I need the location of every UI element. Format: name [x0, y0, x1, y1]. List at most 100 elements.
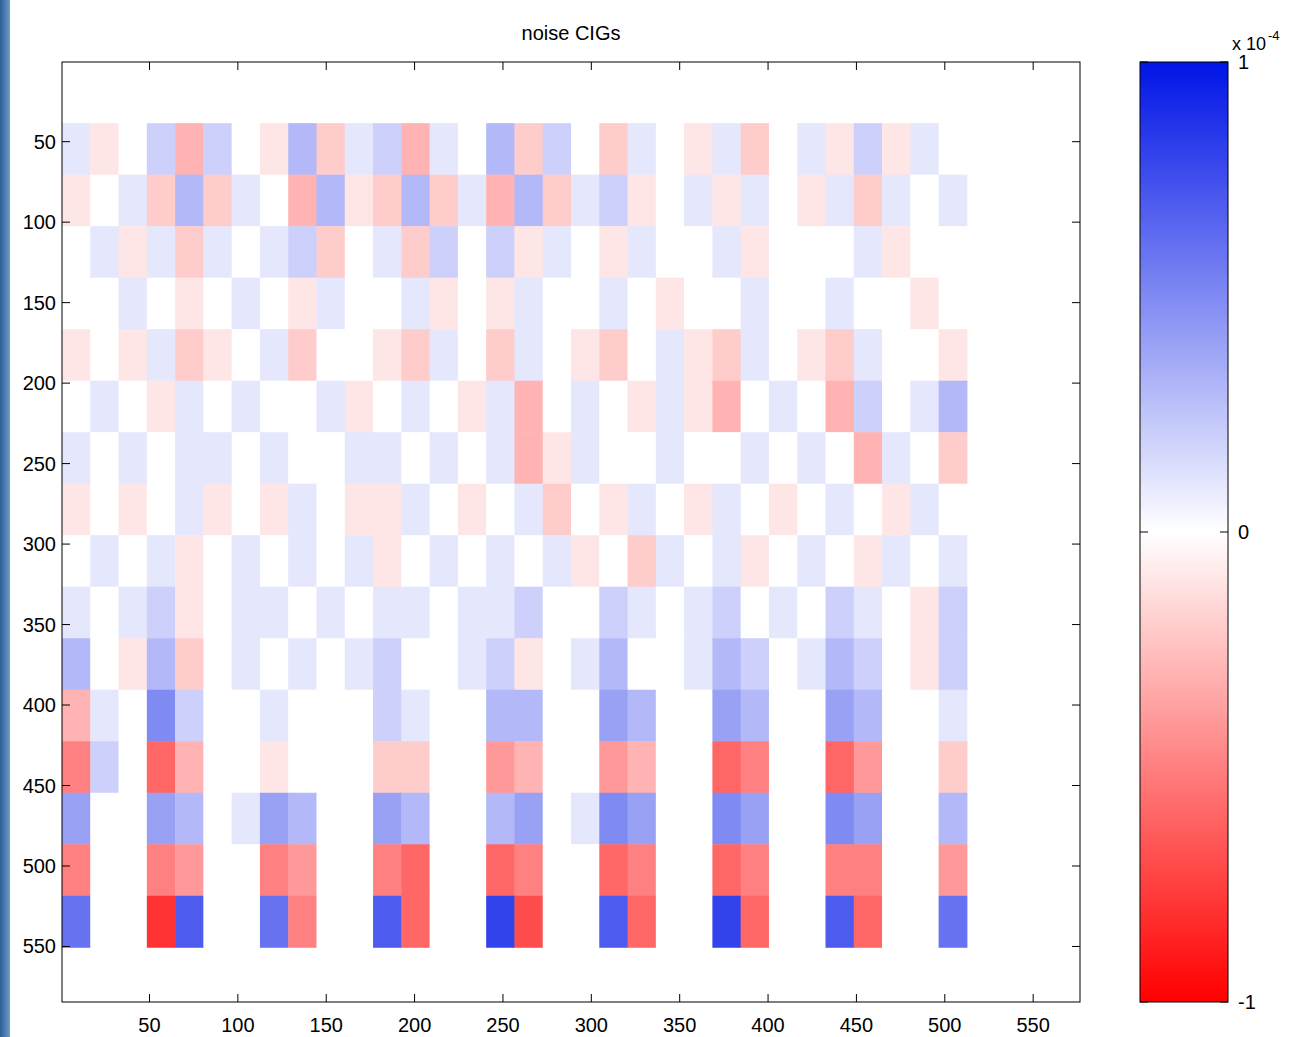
cell: [939, 432, 968, 484]
cell: [203, 175, 232, 227]
cell: [288, 741, 317, 793]
cell: [62, 844, 91, 896]
cell: [147, 587, 176, 639]
cell: [939, 226, 968, 278]
x-tick: [768, 62, 769, 70]
cell: [90, 329, 119, 381]
cell: [62, 690, 91, 742]
cell: [854, 329, 883, 381]
y-tick: [62, 624, 70, 625]
cell: [401, 484, 430, 536]
cell: [882, 329, 911, 381]
slide-edge: [0, 0, 10, 1037]
colorbar: [1140, 62, 1228, 1002]
cell: [430, 278, 459, 330]
cell: [826, 432, 855, 484]
cell: [458, 793, 487, 845]
cell: [175, 226, 204, 278]
cell: [797, 123, 826, 175]
cell: [571, 123, 600, 175]
cell: [571, 278, 600, 330]
cell: [345, 432, 374, 484]
y-tick: [1072, 222, 1080, 223]
cell: [345, 741, 374, 793]
cell: [486, 690, 515, 742]
cell: [317, 896, 346, 948]
cell: [232, 535, 261, 587]
cell: [486, 896, 515, 948]
y-tick: [1072, 302, 1080, 303]
y-tick: [62, 705, 70, 706]
cell: [430, 844, 459, 896]
cell: [288, 690, 317, 742]
cell: [628, 587, 657, 639]
cell: [345, 381, 374, 433]
cell: [910, 175, 939, 227]
cell: [119, 793, 148, 845]
cell: [599, 690, 628, 742]
cell: [345, 793, 374, 845]
cell: [882, 793, 911, 845]
cell: [854, 690, 883, 742]
cell: [288, 175, 317, 227]
cell: [119, 844, 148, 896]
cell: [288, 432, 317, 484]
cell: [769, 587, 798, 639]
cell: [147, 793, 176, 845]
cell: [373, 123, 402, 175]
cell: [712, 793, 741, 845]
x-tick: [679, 62, 680, 70]
y-tick: [62, 785, 70, 786]
cell: [203, 896, 232, 948]
cell: [90, 690, 119, 742]
cell: [260, 690, 289, 742]
cell: [543, 896, 572, 948]
cell: [62, 329, 91, 381]
cell: [62, 535, 91, 587]
cell: [203, 741, 232, 793]
cell: [741, 638, 770, 690]
cell: [854, 175, 883, 227]
cell: [854, 226, 883, 278]
cell: [741, 278, 770, 330]
cell: [741, 432, 770, 484]
cell: [741, 381, 770, 433]
cell: [769, 432, 798, 484]
cell: [599, 432, 628, 484]
cell: [401, 896, 430, 948]
cell: [939, 896, 968, 948]
cell: [882, 484, 911, 536]
cell: [430, 535, 459, 587]
cell: [571, 484, 600, 536]
cell: [684, 123, 713, 175]
cell: [147, 381, 176, 433]
cell: [345, 587, 374, 639]
cell: [628, 844, 657, 896]
cell: [288, 793, 317, 845]
cell: [939, 741, 968, 793]
cell: [854, 278, 883, 330]
cell: [571, 175, 600, 227]
cell: [430, 793, 459, 845]
cell: [514, 690, 543, 742]
x-tick: [149, 62, 150, 70]
cell: [119, 381, 148, 433]
cell: [486, 844, 515, 896]
cell: [882, 587, 911, 639]
cell: [373, 690, 402, 742]
cell: [401, 226, 430, 278]
cell: [882, 741, 911, 793]
cell: [543, 741, 572, 793]
cell: [910, 278, 939, 330]
cell: [769, 896, 798, 948]
cell: [571, 638, 600, 690]
cell: [741, 896, 770, 948]
y-tick: [1072, 865, 1080, 866]
cell: [514, 484, 543, 536]
cell: [826, 123, 855, 175]
cell: [656, 123, 685, 175]
cell: [571, 741, 600, 793]
cell: [939, 329, 968, 381]
cell: [458, 226, 487, 278]
cell: [882, 638, 911, 690]
